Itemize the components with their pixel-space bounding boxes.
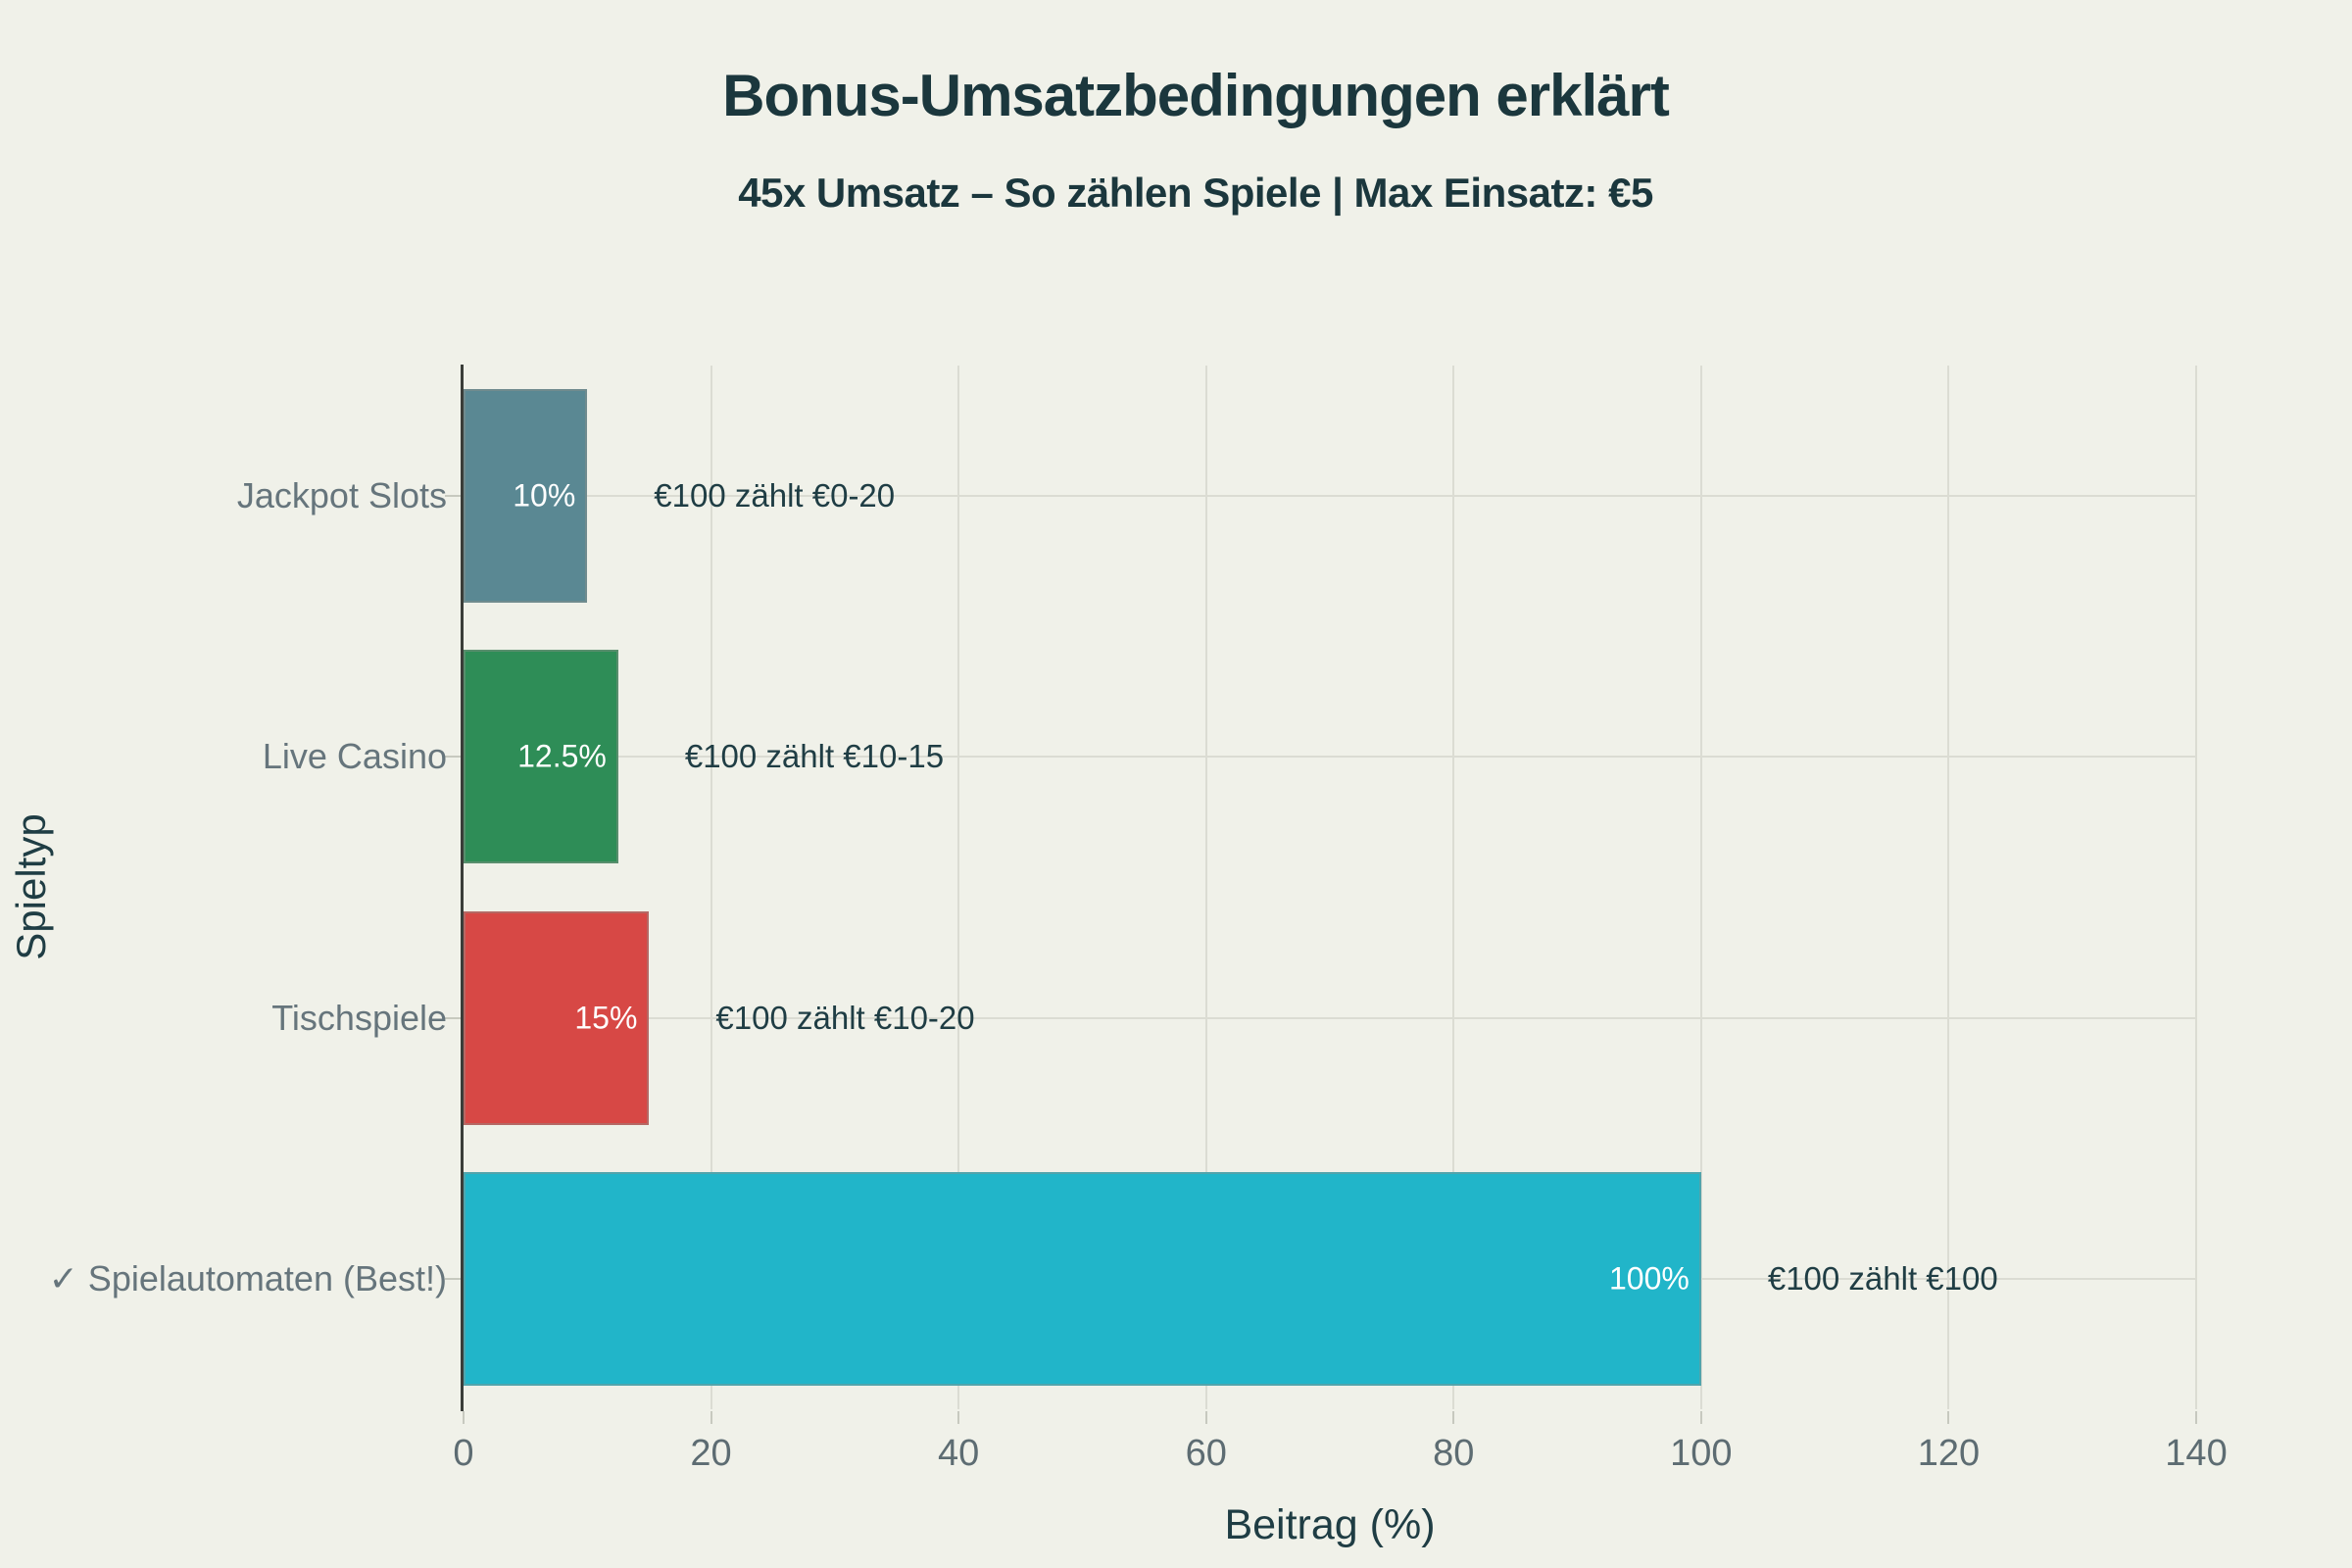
chart-title: Bonus-Umsatzbedingungen erklärt [722,63,1670,128]
x-tick-label-0: 0 [453,1433,474,1474]
x-tick-mark-60 [1204,1411,1207,1424]
gridline-y-1 [464,756,2196,759]
gridline-x-20 [710,366,712,1409]
gridline-x-140 [2195,366,2197,1409]
x-tick-mark-140 [2195,1411,2197,1424]
x-tick-mark-80 [1452,1411,1455,1424]
gridline-x-100 [1699,366,1702,1409]
bar-value-label-2: 15% [574,1000,638,1036]
x-tick-label-60: 60 [1185,1433,1227,1474]
category-label-3: ✓ Spielautomaten (Best!) [48,1257,447,1298]
bar-3 [464,1171,1701,1386]
x-tick-label-20: 20 [690,1433,732,1474]
y-axis-spine [461,365,464,1411]
bar-1 [464,650,618,864]
x-tick-label-120: 120 [1917,1433,1981,1474]
gridline-x-80 [1452,366,1455,1409]
y-tick-mark-1 [445,756,462,759]
bar-value-label-1: 12.5% [517,738,607,774]
category-label-2: Tischspiele [271,997,447,1038]
bar-annotation-1: €100 zählt €10-15 [684,738,945,775]
x-tick-mark-40 [957,1411,960,1424]
bar-annotation-3: €100 zählt €100 [1767,1259,1998,1297]
y-tick-mark-3 [445,1277,462,1280]
x-tick-mark-0 [463,1411,465,1424]
chart-subtitle: 45x Umsatz – So zählen Spiele | Max Eins… [738,170,1653,216]
y-tick-mark-2 [445,1016,462,1019]
gridline-x-60 [1204,366,1207,1409]
bar-2 [464,910,650,1125]
x-tick-label-80: 80 [1433,1433,1475,1474]
x-tick-label-100: 100 [1670,1433,1733,1474]
bar-annotation-2: €100 zählt €10-20 [715,999,975,1036]
category-label-1: Live Casino [262,736,447,777]
category-label-0: Jackpot Slots [236,475,447,516]
gridline-y-0 [464,495,2196,498]
bar-value-label-3: 100% [1609,1260,1690,1297]
x-tick-mark-100 [1699,1411,1702,1424]
y-tick-mark-0 [445,495,462,498]
x-tick-label-40: 40 [938,1433,980,1474]
bar-annotation-0: €100 zählt €0-20 [654,477,896,514]
bar-0 [464,389,588,604]
bar-value-label-0: 10% [513,477,576,514]
x-axis-label: Beitrag (%) [1224,1501,1436,1548]
y-axis-label: Spieltyp [8,813,54,960]
gridline-y-2 [464,1016,2196,1019]
gridline-x-40 [957,366,960,1409]
gridline-x-120 [1947,366,1950,1409]
x-tick-mark-20 [710,1411,712,1424]
x-tick-mark-120 [1947,1411,1950,1424]
x-tick-label-140: 140 [2165,1433,2228,1474]
